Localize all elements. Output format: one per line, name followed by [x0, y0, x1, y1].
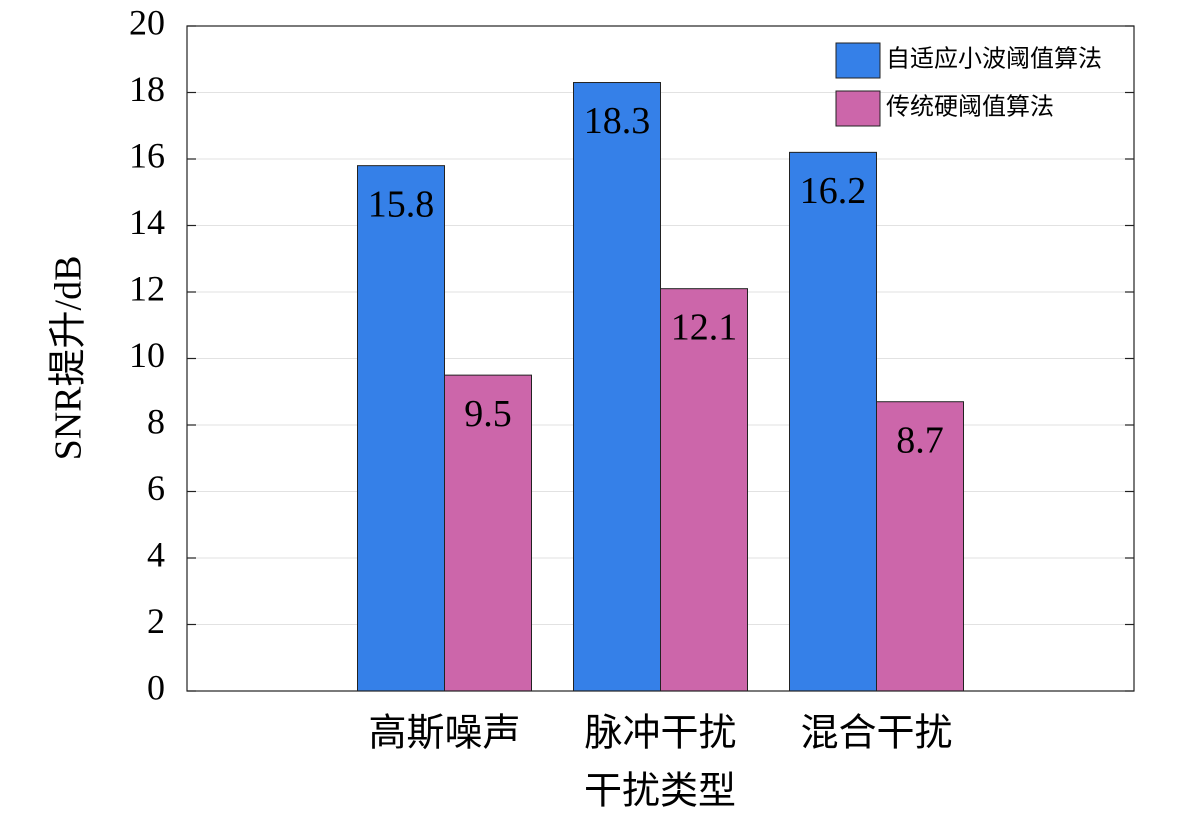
y-tick-label: 2: [147, 601, 165, 641]
data-label: 8.7: [896, 419, 944, 461]
plot-frame: [186, 25, 1135, 692]
y-tick-label: 14: [129, 202, 165, 242]
legend-label: 自适应小波阈值算法: [886, 46, 1102, 73]
bar: [444, 374, 532, 692]
legend-swatch: [835, 90, 881, 127]
bar: [789, 151, 877, 692]
data-label: 16.2: [800, 170, 867, 212]
x-tick-label: 脉冲干扰: [584, 713, 736, 755]
bar: [357, 165, 445, 692]
y-tick-label: 8: [147, 401, 165, 441]
y-tick-label: 0: [147, 667, 165, 707]
x-tick-label: 高斯噪声: [368, 713, 520, 755]
y-tick-label: 10: [129, 335, 165, 375]
bar: [876, 401, 964, 692]
data-label: 12.1: [671, 306, 738, 348]
y-tick-label: 16: [129, 135, 165, 175]
data-label: 15.8: [368, 183, 435, 225]
bar: [660, 288, 748, 692]
y-tick-label: 12: [129, 268, 165, 308]
data-label: 18.3: [584, 100, 651, 142]
x-axis-label: 干扰类型: [584, 771, 736, 813]
data-label: 9.5: [464, 393, 512, 435]
x-tick-label: 混合干扰: [800, 713, 952, 755]
bar: [573, 82, 661, 692]
y-tick-label: 20: [129, 2, 165, 42]
y-tick-label: 6: [147, 468, 165, 508]
y-axis-label: SNR提升/dB: [48, 256, 90, 461]
y-tick-label: 18: [129, 69, 165, 109]
y-tick-label: 4: [147, 534, 165, 574]
legend-swatch: [835, 42, 881, 79]
legend-label: 传统硬阈值算法: [886, 94, 1054, 121]
